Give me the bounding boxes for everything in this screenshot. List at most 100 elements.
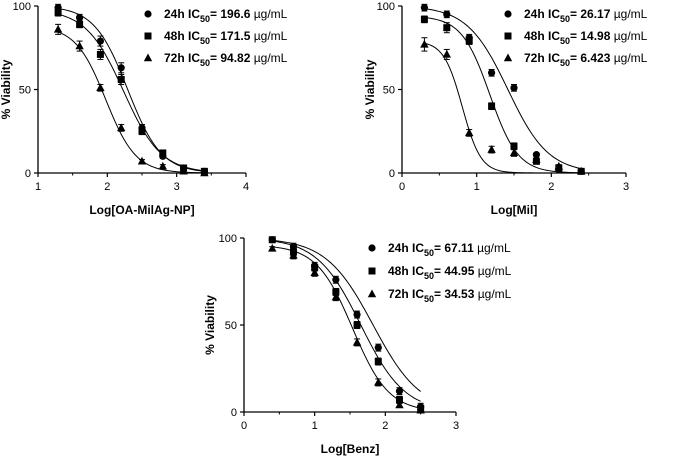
legend-label: 24h IC50= 26.17 µg/mL	[524, 7, 648, 24]
legend-subscript: 50	[560, 14, 570, 24]
data-point	[310, 268, 319, 276]
y-tick-label: 50	[19, 85, 31, 97]
legend-entry: 48h IC50= 171.5 µg/mL	[144, 29, 288, 46]
data-point	[442, 49, 451, 58]
x-tick-label: 2	[548, 181, 554, 193]
y-tick-label: 100	[13, 1, 31, 13]
legend-value: = 196.6	[210, 7, 254, 21]
data-point	[268, 243, 277, 252]
data-point	[311, 264, 319, 272]
legend-entry: 72h IC50= 94.82 µg/mL	[143, 51, 288, 68]
legend-marker-triangle-icon	[503, 53, 513, 62]
data-point	[420, 39, 429, 48]
data-point	[488, 69, 496, 77]
legend-unit: µg/mL	[614, 51, 648, 65]
data-point	[577, 166, 586, 175]
data-point	[53, 24, 63, 33]
legend-value: = 171.5	[210, 29, 254, 43]
legend-prefix: 72h IC	[524, 51, 560, 65]
x-tick-label: 1	[312, 420, 318, 432]
legend-value: = 44.95	[434, 264, 478, 278]
y-axis-title: % Viability	[203, 295, 217, 355]
legend-entry: 24h IC50= 196.6 µg/mL	[144, 7, 288, 24]
legend-unit: µg/mL	[477, 241, 511, 255]
legend-subscript: 50	[560, 36, 570, 46]
data-point	[554, 161, 563, 170]
data-point	[117, 75, 125, 83]
legend-marker-circle-icon	[144, 10, 152, 18]
x-tick-label: 2	[104, 181, 110, 193]
data-point	[443, 10, 451, 18]
y-tick-label: 100	[219, 233, 237, 245]
data-point	[76, 20, 84, 28]
data-point	[420, 15, 428, 23]
data-point	[158, 161, 167, 170]
data-point	[465, 37, 473, 45]
legend-subscript: 50	[200, 36, 210, 46]
legend-entry: 48h IC50= 44.95 µg/mL	[368, 264, 512, 281]
data-point	[488, 102, 496, 110]
data-point	[137, 156, 147, 165]
data-point	[374, 377, 383, 386]
x-tick-label: 3	[453, 420, 459, 432]
data-point	[509, 148, 519, 157]
legend-label: 48h IC50= 171.5 µg/mL	[164, 29, 288, 46]
series-triangle	[420, 37, 586, 175]
x-tick-label: 0	[241, 420, 247, 432]
legend-prefix: 48h IC	[388, 264, 424, 278]
y-tick-label: 0	[231, 407, 237, 419]
x-axis-title: Log[OA-MilAg-NP]	[89, 203, 194, 217]
data-point	[532, 151, 541, 159]
legend-label: 24h IC50= 67.11 µg/mL	[388, 241, 511, 258]
x-tick-label: 1	[35, 181, 41, 193]
legend-unit: µg/mL	[478, 264, 512, 278]
y-tick-label: 100	[377, 1, 395, 13]
legend-entry: 72h IC50= 34.53 µg/mL	[367, 287, 512, 304]
y-axis-title: % Viability	[0, 59, 13, 119]
data-point	[510, 84, 518, 92]
data-point	[331, 292, 341, 301]
legend-marker-triangle-icon	[367, 289, 377, 298]
data-point	[395, 400, 404, 409]
legend-label: 72h IC50= 34.53 µg/mL	[388, 287, 512, 304]
legend-value: = 6.423	[570, 51, 614, 65]
data-point	[395, 387, 404, 395]
data-point	[420, 4, 428, 12]
legend-value: = 14.98	[570, 29, 614, 43]
data-point	[96, 37, 104, 45]
data-point	[374, 358, 382, 366]
legend-unit: µg/mL	[254, 7, 288, 21]
legend-subscript: 50	[424, 294, 434, 304]
legend-subscript: 50	[200, 14, 210, 24]
legend-label: 24h IC50= 196.6 µg/mL	[164, 7, 288, 24]
legend-prefix: 72h IC	[164, 51, 200, 65]
legend-marker-square-icon	[144, 32, 152, 40]
fit-curve	[424, 8, 582, 170]
x-tick-label: 3	[623, 181, 629, 193]
x-tick-label: 4	[243, 181, 249, 193]
data-point	[353, 321, 361, 329]
data-point	[159, 149, 167, 157]
data-point	[532, 155, 541, 163]
fit-curve	[272, 246, 421, 409]
x-axis-title: Log[Mil]	[491, 203, 538, 217]
series-square	[268, 236, 425, 413]
legend-label: 48h IC50= 44.95 µg/mL	[388, 264, 512, 281]
data-point	[353, 310, 361, 319]
x-tick-label: 2	[382, 420, 388, 432]
x-tick-label: 0	[399, 181, 405, 193]
y-tick-label: 50	[225, 320, 237, 332]
data-point	[510, 142, 518, 150]
legend-prefix: 24h IC	[524, 7, 560, 21]
fit-curve	[424, 42, 582, 174]
legend-value: = 94.82	[210, 51, 254, 65]
x-axis-title: Log[Benz]	[321, 442, 380, 456]
y-axis-title: % Viability	[363, 59, 377, 119]
data-point	[465, 128, 474, 137]
legend-subscript: 50	[424, 248, 434, 258]
legend-prefix: 24h IC	[164, 7, 200, 21]
data-point	[138, 127, 146, 135]
legend-label: 72h IC50= 94.82 µg/mL	[164, 51, 288, 68]
